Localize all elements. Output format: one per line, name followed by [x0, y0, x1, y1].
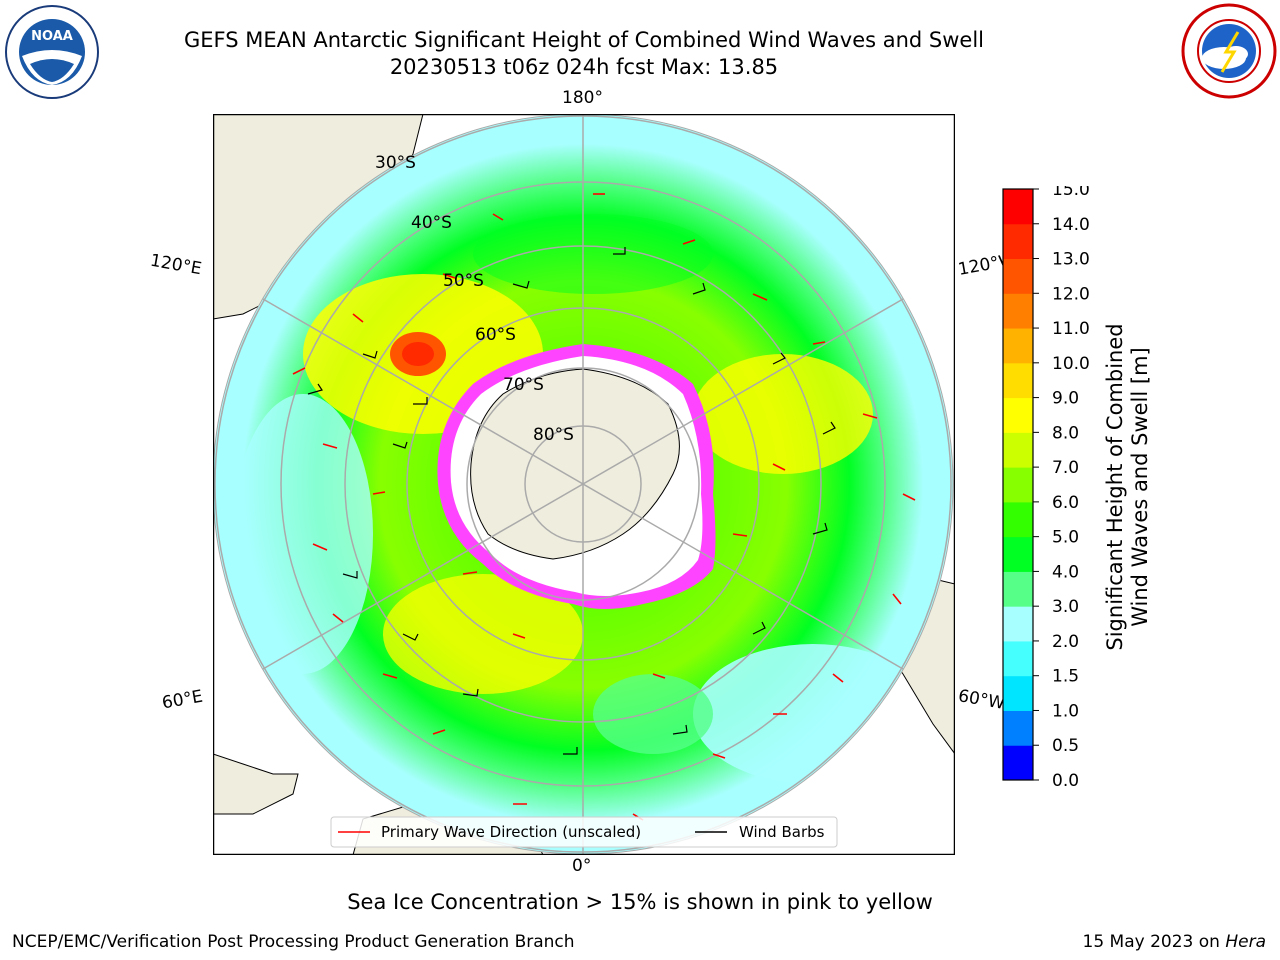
lat-label-30s: 30°S: [375, 153, 416, 173]
lon-label-180: 180°: [562, 88, 603, 108]
lat-label-60s: 60°S: [475, 325, 516, 345]
lat-label-70s: 70°S: [503, 375, 544, 395]
colorbar-tick-label: 12.0: [1052, 284, 1090, 304]
sea-ice-caption: Sea Ice Concentration > 15% is shown in …: [347, 890, 933, 914]
lon-label-60e: 60°E: [160, 686, 205, 714]
colorbar-block: [1003, 397, 1033, 433]
footer-date: 15 May 2023 on Hera: [1083, 932, 1267, 952]
colorbar-block: [1003, 293, 1033, 329]
colorbar-tick-label: 15.0: [1052, 186, 1090, 200]
colorbar-tick-label: 8.0: [1052, 423, 1079, 443]
chart-title: GEFS MEAN Antarctic Significant Height o…: [183, 28, 985, 52]
colorbar-block: [1003, 223, 1033, 260]
polar-map: 30°S 40°S 50°S 60°S 70°S 80°S Primary Wa…: [213, 114, 955, 855]
colorbar-tick-label: 4.0: [1052, 562, 1079, 582]
lon-label-0: 0°: [572, 856, 592, 876]
colorbar-block: [1003, 467, 1033, 503]
noaa-logo-text: NOAA: [31, 29, 73, 44]
wave-direction-arrows: [292, 193, 916, 821]
colorbar-label-line1: Significant Height of Combined: [1103, 323, 1127, 651]
lon-label-120e: 120°E: [148, 250, 204, 280]
chart-subtitle: 20230513 t06z 024h fcst Max: 13.85: [389, 55, 779, 79]
colorbar-tick-label: 11.0: [1052, 319, 1090, 339]
lat-label-50s: 50°S: [443, 271, 484, 291]
nws-logo: [1181, 3, 1277, 99]
colorbar-tick-label: 6.0: [1052, 493, 1079, 513]
colorbar-tick-label: 9.0: [1052, 389, 1079, 409]
colorbar-label-line2: Wind Waves and Swell [m]: [1128, 347, 1152, 627]
colorbar: 0.0 0.5 1.0 1.5 2.0 3.0 4.0 5.0 6.0 7.0 8.0 9.0 10.0…: [1002, 186, 1090, 786]
colorbar-tick-label: 2.0: [1052, 632, 1079, 652]
colorbar-block: [1003, 432, 1033, 468]
high-wave-region-south: [383, 574, 583, 694]
colorbar-tick-label: 14.0: [1052, 215, 1090, 235]
colorbar-block: [1003, 258, 1033, 294]
footer-host: Hera: [1225, 932, 1266, 952]
colorbar-block: [1003, 536, 1033, 572]
colorbar-tick-label: 1.5: [1052, 667, 1079, 687]
colorbar-block: [1003, 328, 1033, 364]
antarctica-land: [470, 368, 680, 560]
lat-label-40s: 40°S: [411, 213, 452, 233]
colorbar-block: [1003, 606, 1033, 642]
colorbar-block: [1003, 745, 1033, 781]
lon-label-60w: 60°W: [956, 686, 1007, 714]
footer-branch: NCEP/EMC/Verification Post Processing Pr…: [12, 932, 575, 952]
map-legend: Primary Wave Direction (unscaled) Wind B…: [330, 816, 838, 848]
colorbar-tick-label: 10.0: [1052, 354, 1090, 374]
colorbar-block: [1003, 710, 1033, 746]
colorbar-tick-label: 0.0: [1052, 771, 1079, 786]
legend-wind-barbs: Wind Barbs: [739, 823, 825, 841]
colorbar-tick-label: 13.0: [1052, 250, 1090, 270]
africa-land: [213, 753, 299, 815]
colorbar-ticks: 0.0 0.5 1.0 1.5 2.0 3.0 4.0 5.0 6.0 7.0 8.0 9.0 10.0…: [1033, 186, 1090, 786]
colorbar-blocks: [1003, 189, 1033, 781]
colorbar-block: [1003, 189, 1033, 225]
colorbar-block: [1003, 640, 1033, 677]
lat-label-80s: 80°S: [533, 425, 574, 445]
colorbar-tick-label: 3.0: [1052, 597, 1079, 617]
high-wave-region-east: [693, 354, 873, 474]
colorbar-block: [1003, 675, 1033, 711]
footer-date-text: 15 May 2023 on: [1082, 932, 1220, 952]
colorbar-tick-label: 0.5: [1052, 736, 1079, 756]
colorbar-tick-label: 7.0: [1052, 458, 1079, 478]
colorbar-block: [1003, 571, 1033, 607]
legend-primary-wave: Primary Wave Direction (unscaled): [381, 823, 641, 841]
colorbar-block: [1003, 362, 1033, 399]
wind-barbs: [307, 247, 836, 755]
colorbar-tick-label: 5.0: [1052, 528, 1079, 548]
colorbar-tick-label: 1.0: [1052, 701, 1079, 721]
colorbar-block: [1003, 501, 1033, 538]
noaa-logo: NOAA: [5, 5, 99, 99]
